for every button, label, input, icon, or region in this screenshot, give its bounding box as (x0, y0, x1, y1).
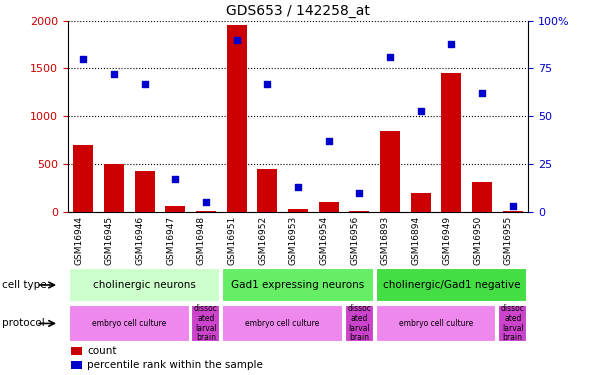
Point (140, 81, 149, 87)
Bar (376, 268, 527, 302)
Text: cholinergic neurons: cholinergic neurons (93, 280, 196, 290)
Bar (192, 305, 220, 342)
Text: GSM16950: GSM16950 (473, 216, 482, 266)
Point (293, 184, 303, 190)
Text: GSM16945: GSM16945 (105, 216, 114, 266)
Point (324, 138, 333, 144)
Point (171, 176, 180, 182)
Point (385, 54, 395, 60)
Bar (319, 202, 339, 212)
Bar (411, 193, 431, 212)
Point (78, 56, 88, 62)
Text: GSM16894: GSM16894 (412, 216, 421, 266)
Bar (104, 164, 124, 212)
Bar (69, 305, 189, 342)
Bar (441, 73, 461, 212)
Text: GSM16947: GSM16947 (166, 216, 175, 266)
Point (447, 40, 456, 46)
Bar (135, 171, 155, 212)
Bar (69, 268, 220, 302)
Text: dissoc
ated
larval
brain: dissoc ated larval brain (194, 304, 218, 342)
Point (416, 108, 425, 114)
Text: GSM16893: GSM16893 (381, 216, 390, 266)
Text: GSM16944: GSM16944 (74, 216, 83, 265)
Text: GSM16954: GSM16954 (320, 216, 329, 266)
Point (508, 203, 517, 209)
Bar (257, 169, 277, 212)
Bar (73, 145, 93, 212)
Bar (472, 182, 492, 212)
Bar (288, 209, 308, 212)
Text: embryo cell culture: embryo cell culture (399, 319, 473, 328)
Text: embryo cell culture: embryo cell culture (92, 319, 166, 328)
Bar (349, 211, 369, 212)
Point (477, 90, 487, 96)
Title: GDS653 / 142258_at: GDS653 / 142258_at (226, 4, 370, 18)
Bar (222, 268, 373, 302)
Bar (71, 361, 81, 369)
Text: dissoc
ated
larval
brain: dissoc ated larval brain (348, 304, 371, 342)
Text: percentile rank within the sample: percentile rank within the sample (87, 360, 263, 370)
Bar (165, 206, 185, 212)
Bar (227, 26, 247, 212)
Point (263, 81, 272, 87)
Text: cell type: cell type (2, 280, 47, 290)
Text: count: count (87, 346, 117, 356)
Text: GSM16956: GSM16956 (350, 216, 359, 266)
Bar (380, 130, 400, 212)
Bar (196, 211, 216, 212)
Text: GSM16948: GSM16948 (197, 216, 206, 266)
Point (109, 71, 119, 77)
Text: cholinergic/Gad1 negative: cholinergic/Gad1 negative (382, 280, 520, 290)
Bar (499, 305, 527, 342)
Text: GSM16955: GSM16955 (504, 216, 513, 266)
Text: GSM16953: GSM16953 (289, 216, 298, 266)
Bar (222, 305, 343, 342)
Bar (71, 347, 81, 355)
Bar (376, 305, 496, 342)
Text: GSM16951: GSM16951 (228, 216, 237, 266)
Point (201, 200, 211, 206)
Text: dissoc
ated
larval
brain: dissoc ated larval brain (501, 304, 525, 342)
Bar (503, 211, 523, 212)
Text: Gad1 expressing neurons: Gad1 expressing neurons (231, 280, 365, 290)
Point (232, 37, 241, 43)
Text: protocol: protocol (2, 318, 44, 328)
Text: embryo cell culture: embryo cell culture (245, 319, 320, 328)
Point (355, 190, 364, 196)
Text: GSM16949: GSM16949 (442, 216, 451, 266)
Text: GSM16946: GSM16946 (136, 216, 145, 266)
Bar (345, 305, 373, 342)
Text: GSM16952: GSM16952 (258, 216, 267, 266)
